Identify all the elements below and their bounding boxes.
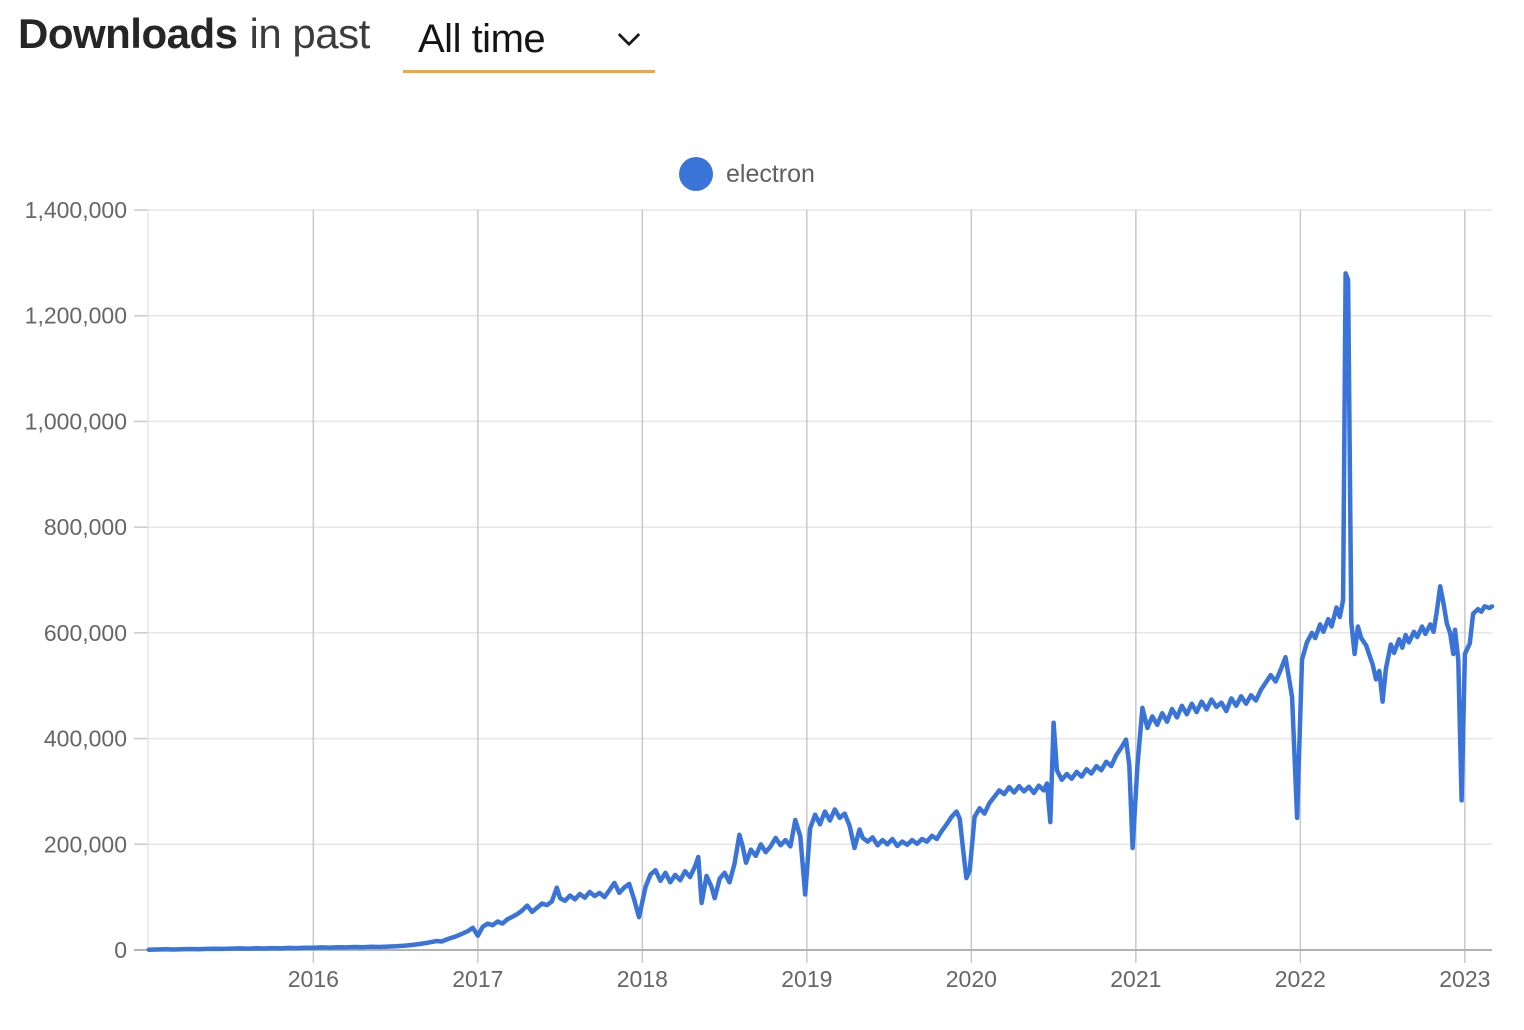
y-tick-label: 400,000 <box>44 726 127 752</box>
x-tick-label: 2016 <box>288 966 339 992</box>
y-tick-label: 1,400,000 <box>25 197 127 223</box>
x-tick-label: 2020 <box>946 966 997 992</box>
time-range-selected-value: All time <box>418 16 546 61</box>
x-tick-label: 2023 <box>1439 966 1490 992</box>
y-tick-label: 1,200,000 <box>25 303 127 329</box>
y-tick-label: 1,000,000 <box>25 408 127 434</box>
x-tick-label: 2022 <box>1275 966 1326 992</box>
page-title: Downloads in past <box>18 10 370 58</box>
page-title-downloads: Downloads <box>18 10 238 57</box>
x-tick-label: 2021 <box>1110 966 1161 992</box>
y-tick-label: 800,000 <box>44 514 127 540</box>
x-tick-label: 2017 <box>452 966 503 992</box>
x-tick-label: 2019 <box>781 966 832 992</box>
y-tick-label: 200,000 <box>44 831 127 857</box>
series-line-electron <box>146 271 1495 952</box>
y-tick-label: 0 <box>114 937 127 963</box>
x-tick-label: 2018 <box>617 966 668 992</box>
legend-label-electron: electron <box>726 159 815 188</box>
chart-legend: electron <box>679 157 815 191</box>
legend-dot-electron <box>679 157 713 191</box>
time-range-select[interactable]: All time <box>403 8 655 73</box>
page-title-in-past: in past <box>249 10 371 57</box>
y-tick-label: 600,000 <box>44 620 127 646</box>
